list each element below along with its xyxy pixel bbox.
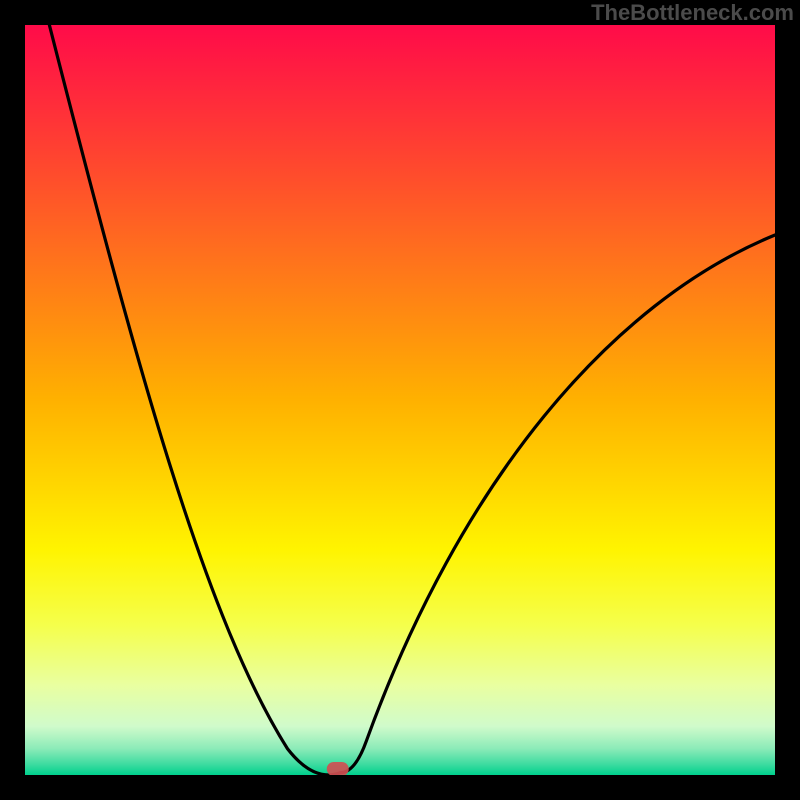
plot-gradient-background (25, 25, 775, 775)
optimal-point-marker (327, 762, 349, 776)
chart-container: TheBottleneck.com (0, 0, 800, 800)
bottleneck-chart (0, 0, 800, 800)
watermark-text: TheBottleneck.com (591, 0, 794, 26)
